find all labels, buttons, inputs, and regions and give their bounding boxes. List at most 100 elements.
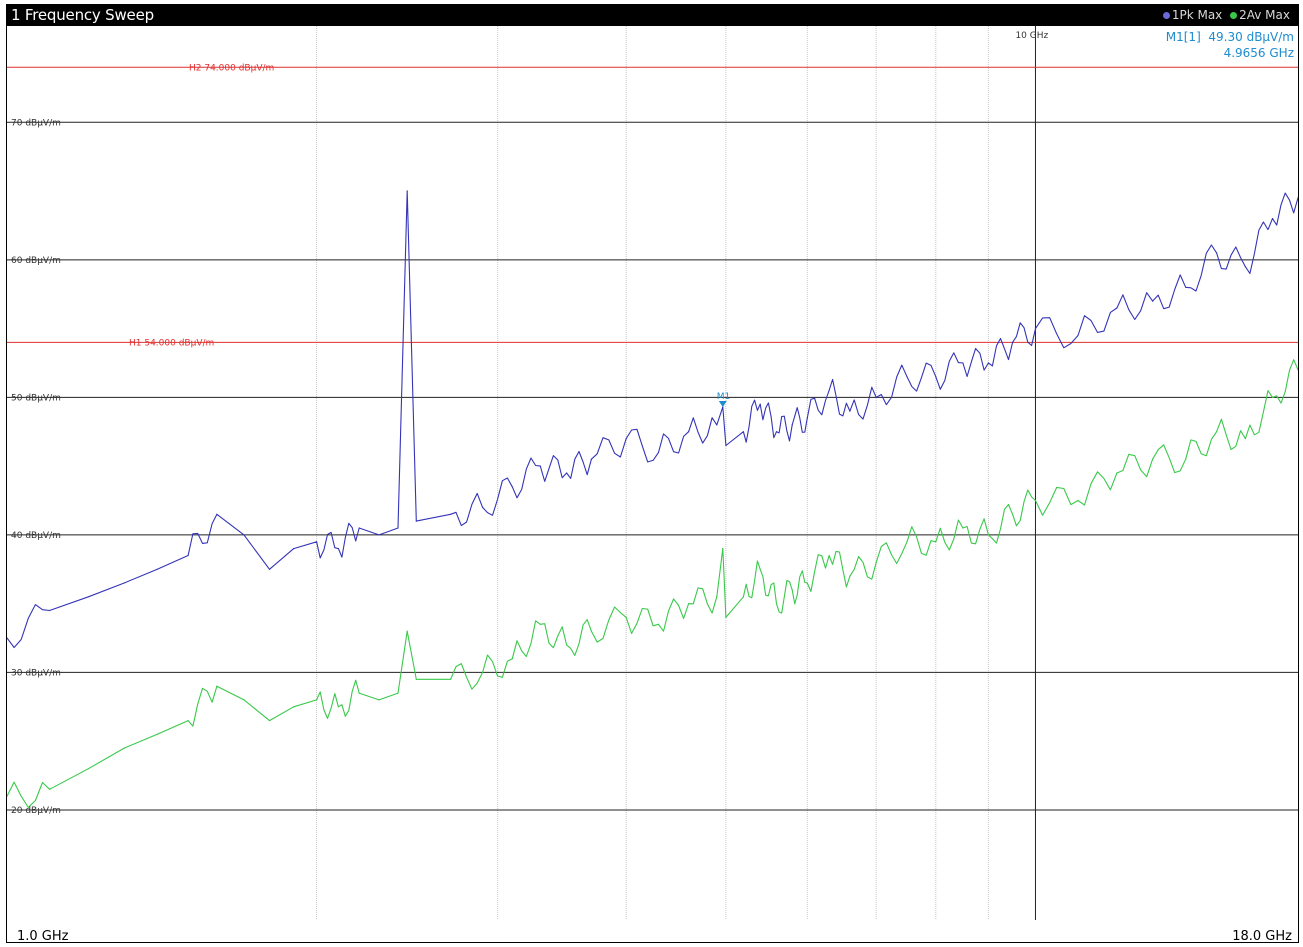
trace-2-point	[293, 706, 295, 708]
trace-1-point	[1185, 286, 1187, 288]
trace-2-point	[187, 720, 189, 722]
trace-2-point	[722, 548, 724, 550]
trace-2-point	[415, 678, 417, 680]
marker-readout-name: M1[1]	[1165, 30, 1201, 44]
trace-2-point	[1034, 499, 1037, 502]
trace-2-point	[566, 644, 568, 646]
trace-2-point	[1185, 458, 1187, 460]
marker-readout-level: 49.30 dBµV/m	[1208, 30, 1294, 44]
trace-1-point	[716, 424, 718, 426]
x-start-label: 1.0 GHz	[17, 929, 69, 944]
trace-1-point	[1077, 334, 1079, 337]
trace-2-point	[7, 795, 8, 797]
trace-1-point	[337, 548, 339, 550]
trace-2-point	[123, 747, 125, 749]
trace-1-point	[688, 431, 690, 433]
trace2-color-icon	[1230, 11, 1238, 19]
trace-1-point	[849, 410, 851, 412]
trace-1-point	[482, 506, 484, 508]
trace-2-point	[806, 582, 808, 584]
trace-2-point	[1244, 438, 1246, 440]
trace-1-point	[216, 513, 218, 515]
spectrum-window: H2 74.000 dBµV/m H1 54.000 dBµV/m M1 70 d…	[6, 4, 1299, 944]
trace-1-point	[1116, 307, 1118, 309]
trace-1-point	[293, 548, 295, 550]
trace-2-point	[1297, 369, 1298, 371]
trace-2-point	[337, 706, 339, 708]
trace-1-point	[1216, 252, 1218, 254]
sweep-plot: H2 74.000 dBµV/m H1 54.000 dBµV/m M1 70 d…	[7, 26, 1298, 920]
trace-2-point	[49, 788, 51, 790]
trace-legend: 1Pk Max 2Av Max	[1159, 7, 1290, 24]
trace-1-point	[187, 554, 189, 557]
trace-1-point	[539, 465, 541, 467]
trace-1-point	[397, 527, 399, 529]
trace-1-point	[962, 362, 964, 364]
trace-2-point	[406, 630, 408, 632]
trace-2-point	[849, 575, 851, 577]
trace-1-point	[566, 472, 568, 474]
trace-1-point	[828, 389, 830, 392]
trace-2-point	[156, 733, 158, 735]
trace-1-point	[590, 458, 593, 460]
trace-1-point	[722, 406, 724, 408]
trace-2-point	[590, 630, 593, 632]
trace-1-point	[1152, 300, 1154, 302]
marker-m1-label: M1	[717, 392, 731, 402]
trace-2-point	[511, 658, 513, 660]
trace-1-line	[7, 190, 1298, 649]
trace-1-point	[156, 568, 158, 570]
y-tick-label-30: 30 dBµV/m	[11, 668, 61, 678]
trace-1-point	[625, 438, 627, 440]
trace-2-point	[268, 720, 271, 722]
trace-2-point	[1216, 431, 1218, 433]
y-tick-label-50: 50 dBµV/m	[11, 393, 61, 403]
y-tick-label-20: 20 dBµV/m	[11, 806, 61, 816]
trace-1-point	[358, 527, 360, 529]
trace-2-point	[791, 589, 793, 591]
trace-2-point	[397, 692, 399, 694]
trace-1-point	[935, 376, 937, 378]
trace-1-point	[316, 541, 318, 543]
limit-line-label-h1: H1 54.000 dBµV/m	[129, 338, 214, 348]
trace-2-point	[1077, 499, 1079, 502]
trace-2-point	[243, 699, 245, 701]
trace-2-point	[316, 699, 318, 701]
marker-readout-frequency: 4.9656 GHz	[1223, 46, 1294, 60]
trace-1-point	[378, 534, 380, 536]
trace-2-line	[7, 359, 1298, 809]
marker-m1-triangle-icon	[718, 400, 727, 407]
trace-2-point	[906, 541, 908, 543]
trace-2-point	[1152, 458, 1154, 460]
trace-1-point	[123, 582, 125, 584]
y-tick-label-70: 70 dBµV/m	[11, 118, 61, 128]
y-tick-label-40: 40 dBµV/m	[11, 531, 61, 541]
trace-1-point	[906, 376, 908, 378]
trace-2-point	[775, 603, 778, 605]
marker-readout: M1[1] 49.30 dBµV/m 4.9656 GHz	[1166, 29, 1294, 61]
x-stop-label: 18.0 GHz	[1232, 929, 1292, 944]
trace-1-point	[1297, 197, 1298, 199]
trace-1-point	[759, 403, 761, 405]
trace-2-point	[378, 699, 380, 701]
trace-1-point	[742, 431, 745, 433]
trace-1-point	[725, 444, 727, 447]
trace-1-point	[7, 637, 8, 639]
trace-2-point	[759, 568, 761, 570]
trace-2-point	[688, 603, 690, 605]
trace-2-point	[625, 616, 627, 619]
sweep-title: 1 Frequency Sweep	[11, 6, 154, 24]
trace-2-point	[539, 623, 541, 625]
trace-1-point	[243, 534, 245, 536]
trace-1-point	[1012, 341, 1014, 343]
trace2-legend-label: 2Av Max	[1239, 8, 1290, 22]
trace-1-point	[406, 190, 408, 192]
trace-2-point	[987, 534, 990, 536]
trace-1-point	[987, 362, 990, 364]
trace-2-point	[828, 554, 830, 557]
trace-2-point	[450, 678, 452, 680]
trace-2-point	[716, 596, 718, 598]
trace1-legend-label: 1Pk Max	[1171, 8, 1223, 22]
trace-2-point	[725, 616, 727, 619]
limit-line-label-h2: H2 74.000 dBµV/m	[189, 63, 274, 73]
